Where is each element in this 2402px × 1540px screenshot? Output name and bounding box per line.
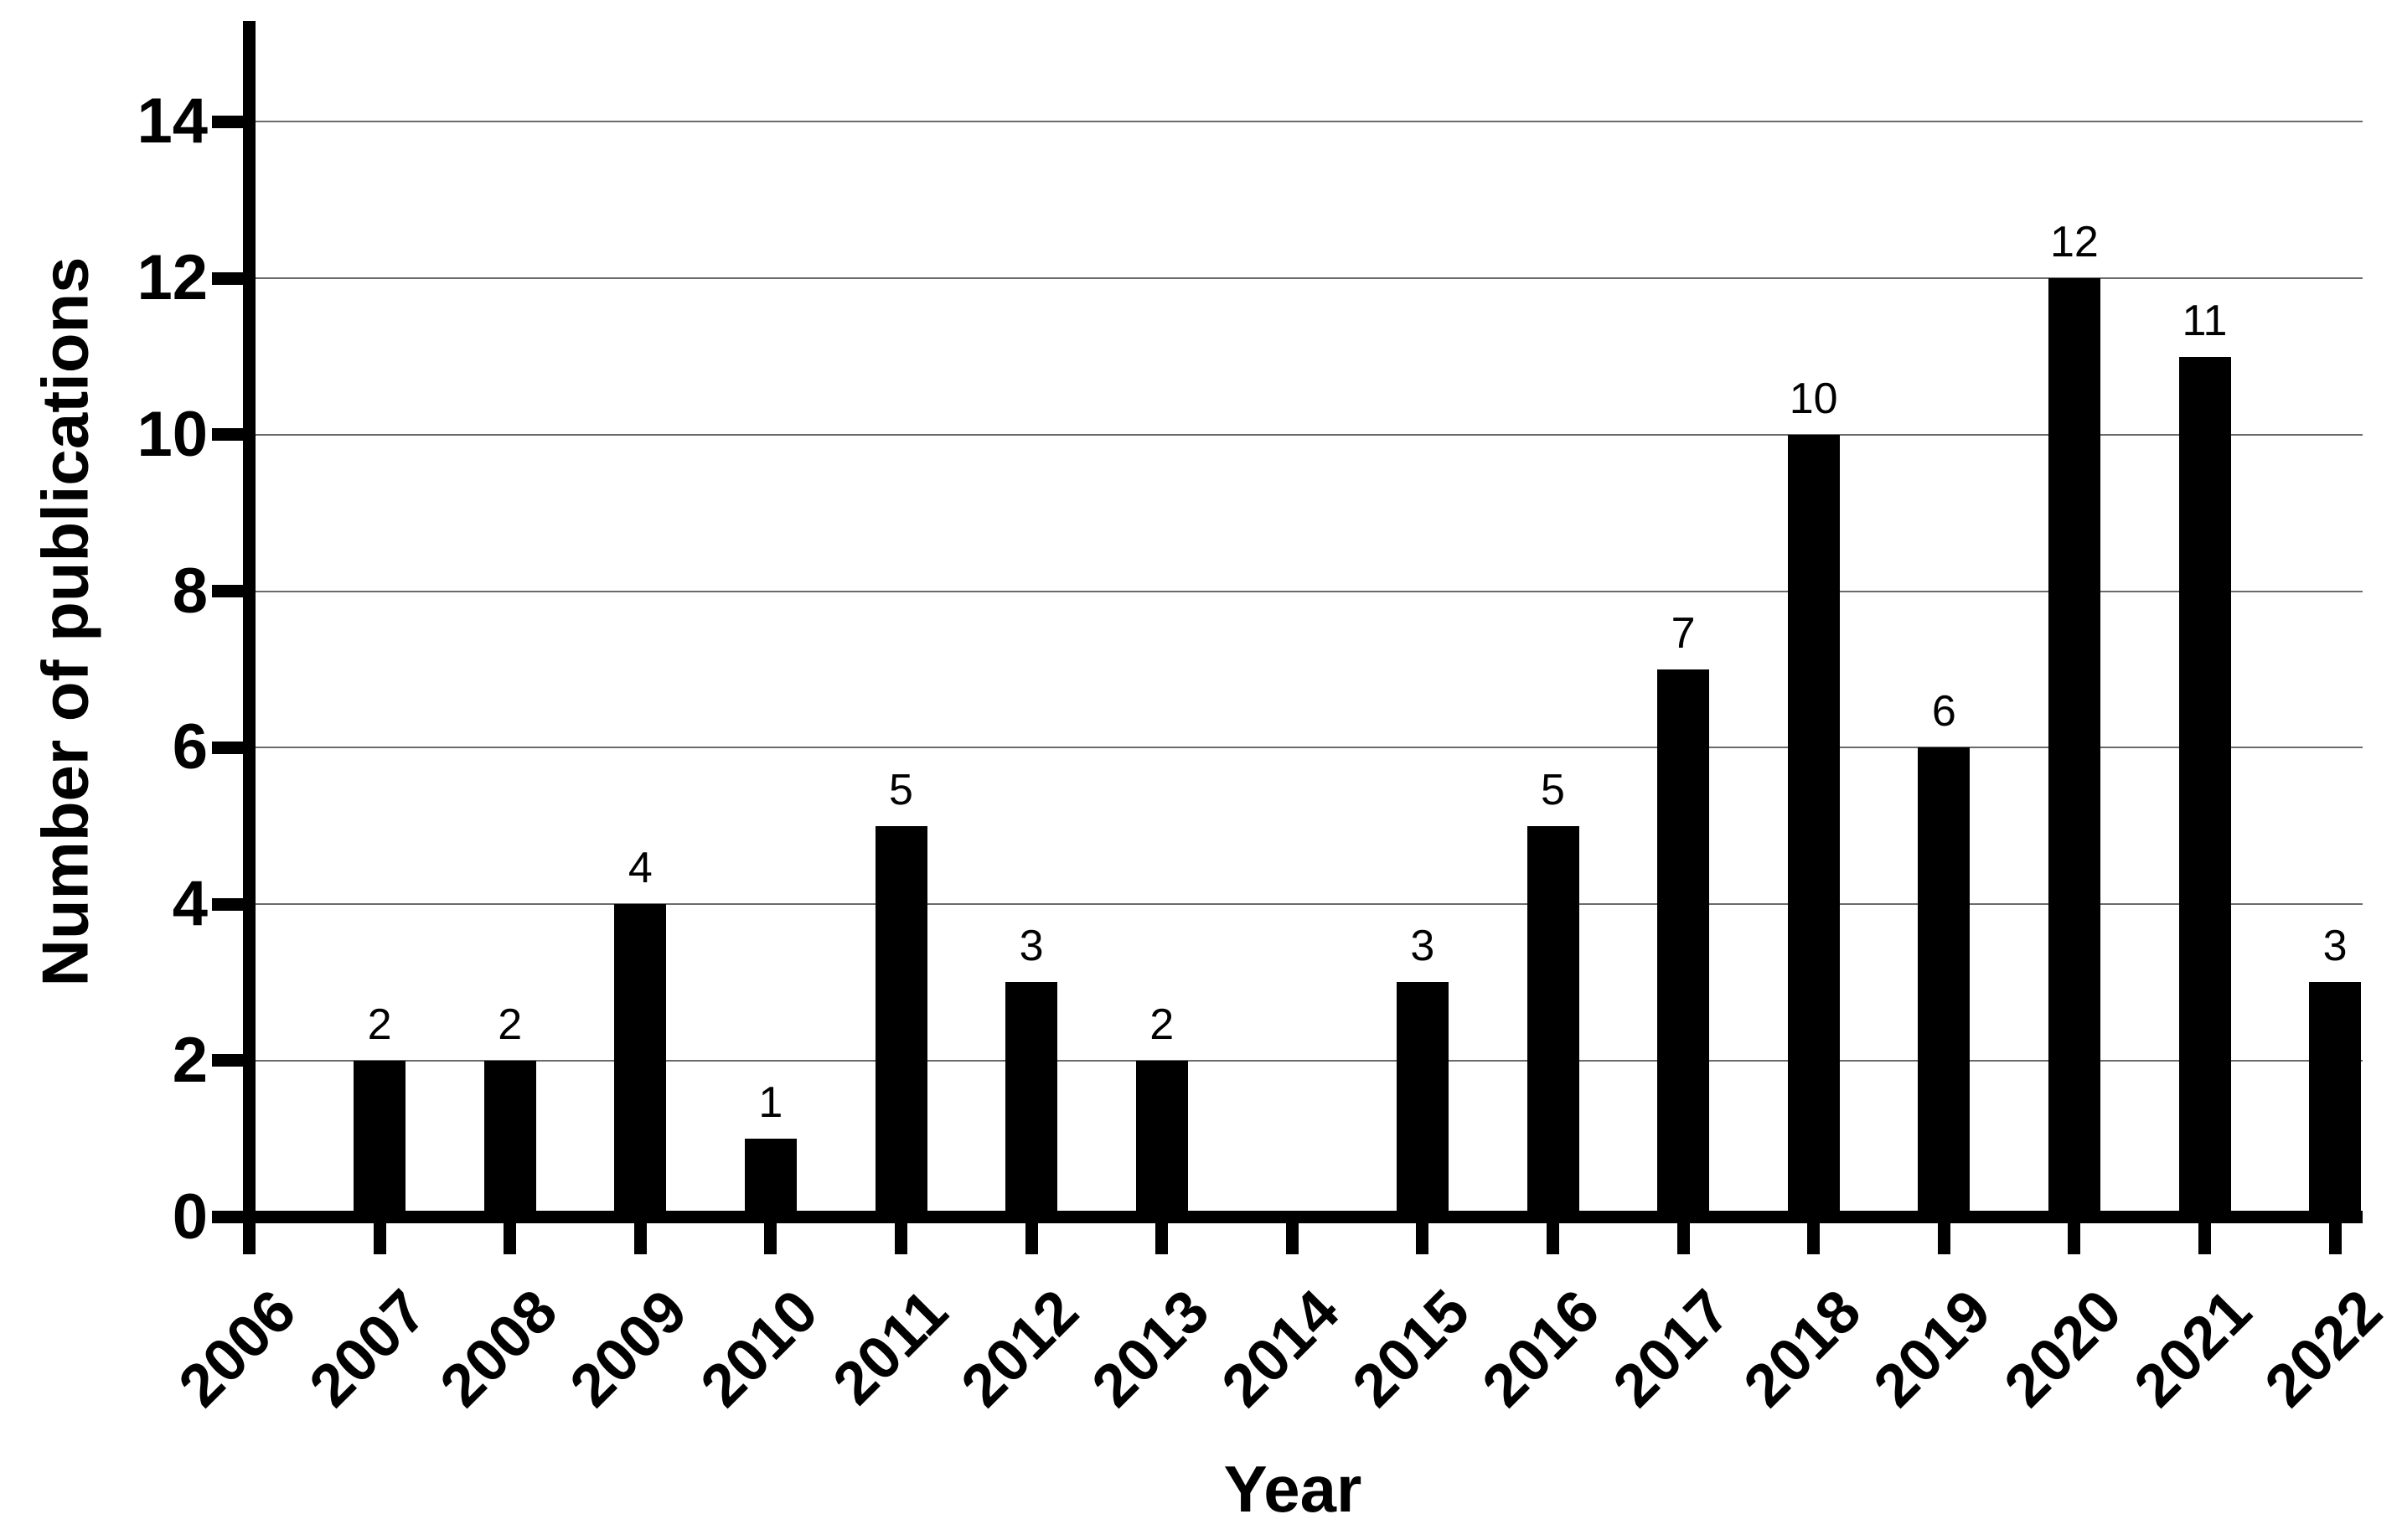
bar-value-label-2022: 3 [2322,922,2348,971]
gridline-y4 [249,903,2363,906]
x-axis-tick-2017 [1676,1223,1690,1254]
y-axis-tick-8 [212,585,250,598]
bar-value-label-2017: 7 [1671,608,1696,658]
x-axis-tick-2011 [895,1223,907,1254]
bar-value-label-2012: 3 [1019,922,1044,971]
bar-value-label-2007: 2 [367,1000,392,1049]
x-axis-tick-label-2006: 2006 [166,1277,309,1420]
gridline-y12 [249,277,2363,280]
x-axis-tick-label-2021: 2021 [2121,1277,2265,1420]
x-axis-tick-2009 [633,1223,647,1254]
bar-value-label-2011: 5 [889,765,913,814]
gridline-y10 [249,433,2363,436]
x-axis-tick-label-2022: 2022 [2252,1277,2395,1420]
bar-value-label-2009: 4 [628,844,653,893]
bar-2022 [2309,982,2362,1223]
x-axis-tick-label-2015: 2015 [1340,1277,1483,1420]
bar-value-label-2019: 6 [1931,687,1956,736]
bar-2015 [1396,982,1449,1223]
x-axis-tick-2007 [373,1223,386,1254]
y-axis-line [243,21,256,1223]
y-axis-tick-label-8: 8 [172,555,208,627]
y-axis-tick-label-6: 6 [172,711,208,783]
bar-value-label-2020: 12 [2049,218,2099,267]
y-axis-tick-2 [212,1054,250,1067]
x-axis-tick-label-2012: 2012 [948,1277,1092,1420]
x-axis-tick-2019 [1937,1223,1950,1254]
y-axis-tick-label-12: 12 [137,242,208,314]
x-axis-tick-label-2017: 2017 [1600,1277,1743,1420]
y-axis-tick-label-14: 14 [137,85,208,158]
x-axis-tick-2012 [1025,1223,1038,1254]
x-axis-tick-label-2011: 2011 [820,1277,961,1418]
x-axis-tick-2014 [1285,1223,1299,1254]
x-axis-tick-2016 [1547,1223,1559,1254]
x-axis-tick-label-2013: 2013 [1079,1277,1222,1420]
bar-2020 [2048,278,2100,1223]
y-axis-tick-4 [212,897,250,911]
x-axis-tick-2008 [504,1223,517,1254]
bar-2009 [614,904,667,1223]
x-axis-tick-label-2020: 2020 [1991,1277,2135,1420]
x-axis-tick-label-2018: 2018 [1731,1277,1873,1420]
x-axis-tick-2020 [2068,1223,2081,1254]
bar-2007 [354,1060,406,1223]
bar-2017 [1657,669,1710,1223]
x-axis-tick-label-2009: 2009 [557,1277,700,1420]
x-axis-tick-label-2014: 2014 [1209,1277,1352,1420]
x-axis-tick-2006 [243,1223,256,1254]
y-axis-tick-label-2: 2 [172,1024,208,1096]
bar-2008 [483,1060,536,1223]
bar-2012 [1005,982,1058,1223]
bar-2010 [744,1139,797,1223]
x-axis-tick-label-2007: 2007 [297,1277,440,1420]
y-axis-tick-12 [212,271,250,285]
y-axis-tick-label-4: 4 [172,868,208,940]
bar-2013 [1135,1060,1188,1223]
y-axis-tick-6 [212,741,250,754]
bar-value-label-2018: 10 [1789,374,1838,423]
x-axis-tick-label-2019: 2019 [1861,1277,2004,1420]
bar-2021 [2178,356,2231,1223]
y-axis-tick-label-0: 0 [172,1181,208,1253]
bar-2016 [1526,825,1579,1223]
bar-value-label-2013: 2 [1149,1000,1175,1049]
bar-value-label-2010: 1 [758,1078,783,1128]
y-axis-tick-14 [212,115,250,128]
y-axis-tick-label-10: 10 [137,398,208,470]
x-axis-tick-2018 [1807,1223,1821,1254]
x-axis-tick-2022 [2328,1223,2342,1254]
bar-value-label-2016: 5 [1541,765,1565,814]
x-axis-tick-2013 [1155,1223,1169,1254]
x-axis-tick-2010 [764,1223,777,1254]
x-axis-tick-label-2016: 2016 [1470,1277,1613,1420]
bar-value-label-2021: 11 [2182,296,2228,345]
gridline-y14 [249,121,2363,123]
bar-2019 [1918,747,1971,1223]
y-axis-title: Number of publications [28,256,102,987]
x-axis-title: Year [1223,1452,1362,1526]
bar-2018 [1787,434,1840,1223]
x-axis-tick-label-2010: 2010 [688,1277,831,1420]
gridline-y8 [249,590,2363,592]
gridline-y2 [249,1059,2363,1062]
bar-value-label-2015: 3 [1410,922,1435,971]
x-axis-tick-label-2008: 2008 [427,1277,570,1420]
y-axis-tick-10 [212,428,250,442]
bar-2011 [875,825,927,1223]
gridline-y6 [249,747,2363,749]
x-axis-tick-2015 [1416,1223,1429,1254]
x-axis-tick-2021 [2198,1223,2211,1254]
bar-value-label-2008: 2 [498,1000,523,1049]
